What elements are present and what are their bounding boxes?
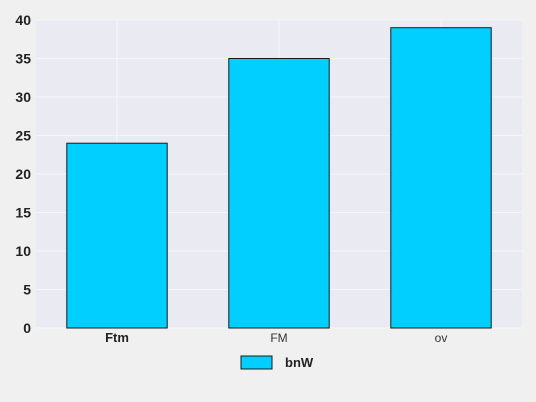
bar-ftm[interactable] xyxy=(66,142,168,329)
y-tick-label: 15 xyxy=(15,205,31,221)
legend: bnW xyxy=(240,355,314,370)
x-tick-label: ov xyxy=(435,331,448,345)
y-tick-label: 5 xyxy=(23,282,31,298)
y-tick-label: 25 xyxy=(15,128,31,144)
legend-swatch xyxy=(240,355,273,370)
y-tick-label: 40 xyxy=(15,12,31,28)
y-tick-label: 30 xyxy=(15,89,31,105)
y-axis-ticks: 0 5 10 15 20 25 30 35 40 xyxy=(15,12,31,336)
y-tick-label: 0 xyxy=(23,320,31,336)
legend-label: bnW xyxy=(285,355,314,370)
bars xyxy=(66,27,492,329)
y-tick-label: 35 xyxy=(15,51,31,67)
x-tick-label: Ftm xyxy=(105,330,129,345)
bar-ov[interactable] xyxy=(390,27,492,329)
y-tick-label: 20 xyxy=(15,166,31,182)
x-axis-ticks: Ftm FM ov xyxy=(105,330,447,345)
y-tick-label: 10 xyxy=(15,243,31,259)
bar-fm[interactable] xyxy=(228,58,330,329)
x-tick-label: FM xyxy=(270,331,287,345)
